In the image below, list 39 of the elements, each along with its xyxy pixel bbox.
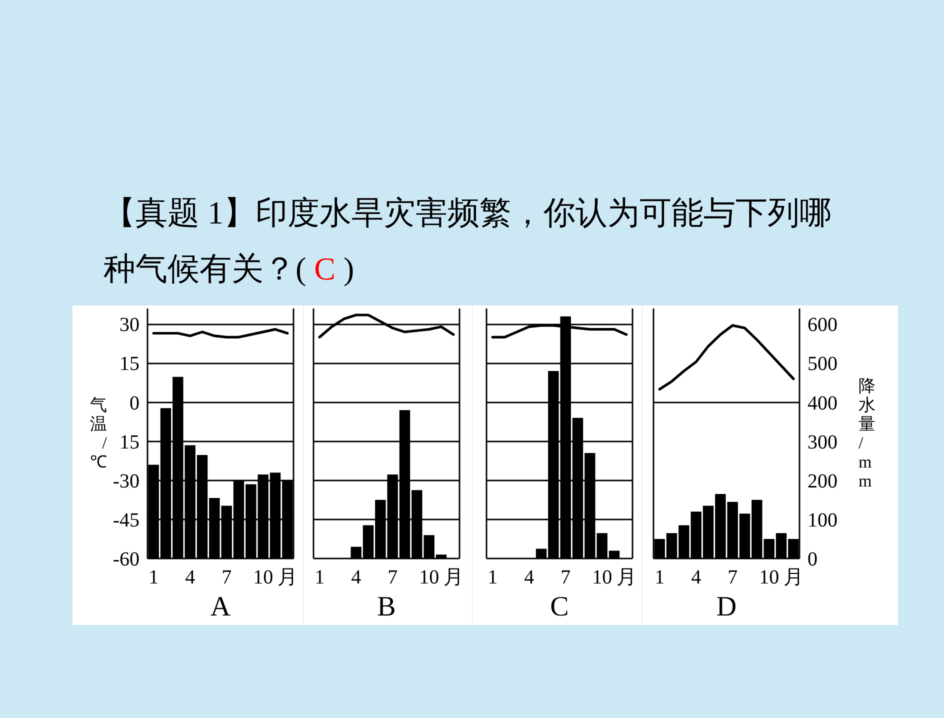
y-tick-label: -45 [112, 509, 140, 532]
y2-tick-label: 0 [808, 548, 818, 570]
x-tick-label: 月 [783, 566, 804, 588]
y2-tick-label: 600 [808, 314, 838, 336]
y-tick-label: 0 [130, 392, 140, 414]
x-tick-label: 4 [351, 566, 362, 588]
y-axis-title: 气温/℃ [90, 396, 108, 472]
y2-tick-label: 300 [808, 431, 838, 454]
y-tick-label: -30 [112, 470, 140, 492]
y2-tick-label: 400 [808, 392, 838, 414]
x-tick-label: 1 [654, 566, 665, 588]
y2-tick-label: 500 [808, 353, 838, 376]
x-tick-label: 10 [419, 566, 440, 588]
x-axis-title: C [550, 592, 569, 622]
x-axis-title: D [716, 592, 737, 622]
x-tick-label: 1 [488, 566, 498, 588]
x-tick-label: 1 [148, 566, 159, 588]
x-tick-label: 10 [253, 566, 274, 588]
x-tick-label: 4 [185, 566, 196, 588]
y-tick-label: 30 [120, 314, 140, 336]
y2-tick-label: 100 [808, 509, 838, 532]
y2-axis-title: 降水量/mm [858, 376, 876, 490]
x-tick-label: 月 [443, 566, 464, 588]
x-tick-label: 10 [592, 566, 612, 588]
x-tick-label: 7 [222, 566, 232, 588]
x-tick-label: 4 [524, 566, 534, 588]
x-tick-label: 10 [759, 566, 780, 588]
x-tick-label: 1 [314, 566, 325, 588]
line-series [152, 328, 289, 338]
x-tick-label: 7 [388, 566, 398, 588]
x-tick-label: 4 [691, 566, 702, 588]
text: 【真题 1】印度水旱灾害频繁，你认为可能与下列哪种气候有关？( C ) [104, 194, 832, 286]
x-axis-title: B [377, 592, 396, 622]
x-tick-label: 7 [560, 566, 571, 588]
x-tick-label: 7 [728, 566, 738, 588]
y-tick-label: -60 [112, 548, 140, 570]
x-tick-label: 月 [616, 566, 636, 588]
y2-tick-label: 200 [808, 470, 838, 492]
x-axis-title: A [210, 592, 232, 622]
